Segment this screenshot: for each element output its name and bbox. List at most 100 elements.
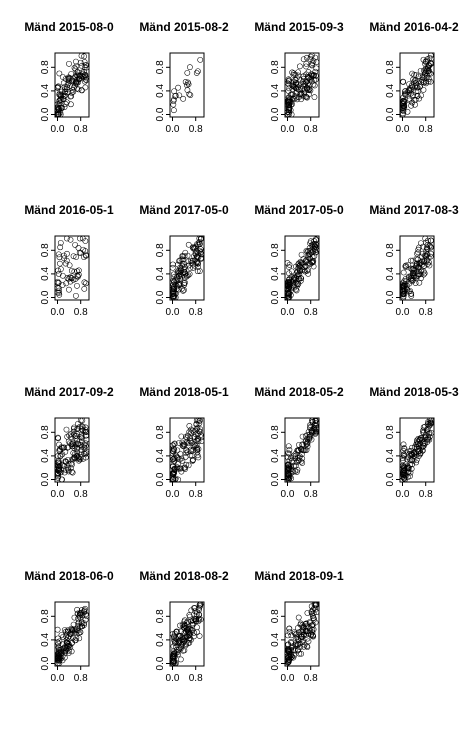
- data-point: [55, 474, 61, 481]
- data-point: [307, 627, 313, 634]
- data-point: [197, 249, 204, 256]
- data-point: [171, 283, 177, 290]
- data-point: [82, 84, 89, 91]
- data-point: [60, 633, 66, 640]
- data-point: [81, 445, 88, 452]
- scatter-panel: Mänd 2015-08-2 0.0 0.4 0.8 0.0 0.8: [139, 20, 229, 135]
- data-point: [55, 453, 61, 459]
- data-point: [197, 601, 204, 608]
- data-point: [175, 465, 182, 472]
- data-point: [182, 454, 189, 460]
- data-point: [402, 88, 408, 95]
- data-point: [402, 91, 408, 98]
- data-point: [410, 76, 416, 83]
- data-point: [197, 57, 204, 63]
- data-point: [178, 433, 185, 440]
- data-point: [82, 451, 89, 458]
- data-point: [285, 655, 291, 661]
- data-point: [56, 447, 63, 454]
- panel-title: Mänd 2017-05-0: [254, 203, 344, 217]
- plot-frame: [54, 417, 90, 483]
- data-point: [304, 80, 311, 87]
- x-tick-label: 0.8: [419, 489, 433, 500]
- data-point: [303, 60, 310, 67]
- scatter-panel: Mänd 2018-05-3 0.0 0.4 0.8 0.0 0.8: [369, 385, 459, 500]
- data-point: [60, 80, 67, 86]
- y-tick-label: 0.8: [40, 425, 51, 439]
- data-point: [69, 640, 75, 646]
- y-tick-label: 0.8: [155, 425, 166, 439]
- data-point: [73, 58, 79, 65]
- x-tick-label: 0.0: [51, 673, 65, 684]
- scatter-panel: Mänd 2018-05-1 0.0 0.4 0.8 0.0 0.8: [139, 385, 229, 500]
- data-point: [181, 634, 188, 641]
- x-tick-label: 0.0: [166, 307, 180, 318]
- data-point: [415, 88, 421, 95]
- data-point: [59, 272, 66, 279]
- plot-frame: [54, 235, 90, 301]
- data-point: [194, 445, 201, 451]
- data-point: [310, 626, 317, 633]
- data-point: [403, 262, 409, 269]
- data-point: [195, 241, 202, 248]
- data-point: [186, 635, 192, 642]
- data-point: [425, 78, 432, 85]
- data-point: [401, 102, 408, 109]
- y-tick-label: 0.4: [155, 84, 166, 98]
- data-point: [426, 430, 433, 436]
- data-point: [310, 615, 317, 621]
- y-tick-label: 0.4: [40, 84, 51, 98]
- data-point: [62, 260, 69, 267]
- data-point: [180, 443, 187, 450]
- data-point: [308, 631, 314, 638]
- data-point: [302, 93, 309, 100]
- data-point: [178, 267, 184, 274]
- data-point: [196, 602, 203, 608]
- data-point: [427, 250, 434, 257]
- data-point: [286, 649, 293, 655]
- data-point: [304, 94, 310, 101]
- data-point: [286, 98, 293, 105]
- data-point: [191, 253, 197, 259]
- data-point: [284, 471, 291, 478]
- data-point: [309, 417, 315, 424]
- data-point: [169, 442, 176, 449]
- data-point: [401, 469, 407, 476]
- data-point: [414, 256, 421, 263]
- data-point: [74, 445, 81, 451]
- data-point: [415, 446, 422, 453]
- data-point: [409, 451, 416, 458]
- data-point: [61, 83, 68, 90]
- data-point: [184, 87, 191, 94]
- data-point: [285, 472, 292, 479]
- data-point: [177, 622, 183, 629]
- scatter-panel: Mänd 2017-08-3 0.0 0.4 0.8 0.0 0.8: [369, 203, 459, 318]
- y-tick-label: 0.4: [385, 267, 396, 281]
- data-point: [400, 98, 407, 105]
- scatter-panel: Mänd 2016-04-2 0.0 0.4 0.8 0.0 0.8: [369, 20, 459, 135]
- data-point: [72, 433, 78, 440]
- data-point: [424, 261, 431, 267]
- data-point: [66, 262, 73, 269]
- data-point: [193, 259, 200, 266]
- data-point: [417, 436, 423, 442]
- data-point: [83, 280, 89, 287]
- data-point: [399, 455, 406, 461]
- data-point: [307, 87, 314, 94]
- data-point: [295, 647, 302, 653]
- data-point: [284, 285, 291, 292]
- y-tick-label: 0.8: [270, 60, 281, 74]
- data-point: [418, 79, 425, 86]
- data-point: [286, 281, 293, 288]
- data-point: [78, 438, 85, 445]
- plot-frame: [284, 235, 320, 301]
- data-point: [400, 465, 406, 472]
- data-point: [54, 289, 61, 296]
- data-point: [55, 267, 61, 274]
- data-point: [188, 446, 194, 453]
- data-point: [170, 448, 177, 455]
- data-point: [172, 92, 179, 99]
- x-tick-label: 0.8: [189, 307, 203, 318]
- data-point: [415, 448, 422, 454]
- y-tick-label: 0.4: [270, 267, 281, 281]
